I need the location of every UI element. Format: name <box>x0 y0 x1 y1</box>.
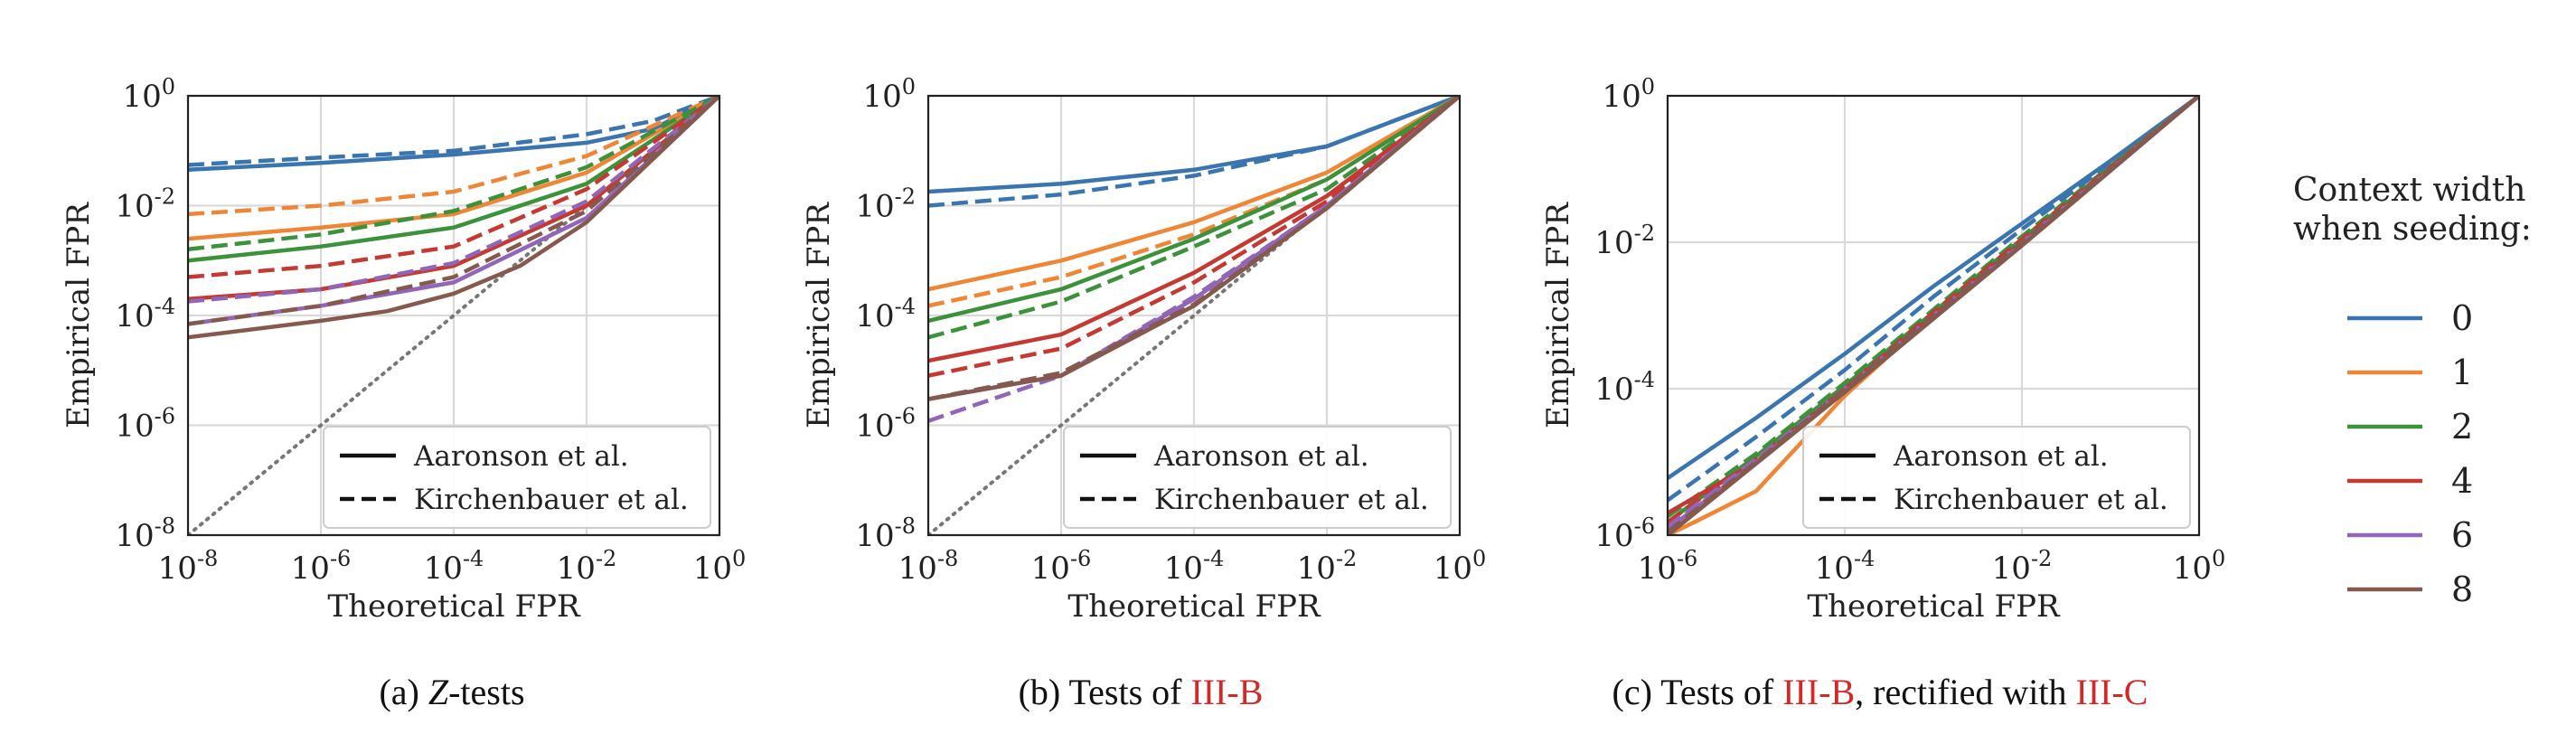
x-tick-label: 10-8 <box>898 546 959 587</box>
series-line-context-0-kirchenbauer <box>188 96 719 167</box>
y-tick-label: 100 <box>1602 74 1655 115</box>
x-axis-label: Theoretical FPR <box>1067 588 1321 625</box>
series-line-context-8-aaronson <box>188 96 719 340</box>
y-axis-label: Empirical FPR <box>1540 202 1576 428</box>
series-line-context-4-aaronson <box>928 96 1460 363</box>
y-tick-label: 10-8 <box>115 513 175 554</box>
series-line-context-8-kirchenbauer <box>1668 96 2199 534</box>
y-axis-label: Empirical FPR <box>61 202 97 428</box>
legend-solid-label: Aaronson et al. <box>413 440 629 473</box>
series-line-context-0-aaronson <box>1668 96 2199 480</box>
legend-solid-label: Aaronson et al. <box>1153 440 1369 473</box>
series-line-context-2-aaronson <box>928 96 1460 324</box>
x-tick-label: 10-4 <box>1815 546 1876 587</box>
y-tick-label: 10-4 <box>1594 367 1655 408</box>
series-line-context-1-kirchenbauer <box>188 96 719 217</box>
style-legend-box <box>1063 426 1452 529</box>
x-axis-label: Theoretical FPR <box>1807 588 2061 625</box>
y-tick-label: 10-8 <box>855 513 916 554</box>
series-line-context-2-kirchenbauer <box>928 96 1460 340</box>
y-tick-label: 10-6 <box>115 404 175 445</box>
y-axis-label: Empirical FPR <box>801 202 837 428</box>
y-tick-label: 10-2 <box>1594 221 1655 261</box>
series-line-context-8-aaronson <box>1668 96 2199 535</box>
x-tick-label: 10-6 <box>1638 546 1698 587</box>
series-line-context-0-kirchenbauer <box>928 96 1460 208</box>
caption-b: (b) Tests of III-B <box>1018 672 1264 712</box>
legend-solid-label: Aaronson et al. <box>1893 440 2109 473</box>
chart-1: 10-8 10-6 10-4 10-2 100 10-8 10-6 10-4 10-2 100 Th… <box>61 74 746 625</box>
y-tick-label: 100 <box>122 74 175 115</box>
x-tick-label: 10-2 <box>1992 546 2053 587</box>
x-tick-label: 100 <box>1434 546 1487 587</box>
y-tick-label: 10-2 <box>115 184 175 225</box>
x-tick-label: 10-6 <box>1031 546 1092 587</box>
legend-dashed-label: Kirchenbauer et al. <box>1894 484 2168 516</box>
plot-frame <box>1666 94 2201 537</box>
legend-label-context-0: 0 <box>2451 298 2473 338</box>
series-line-context-4-kirchenbauer <box>928 96 1460 378</box>
series-line-context-6-aaronson <box>188 96 719 326</box>
series-line-context-1-aaronson <box>928 96 1460 292</box>
style-legend-box <box>323 426 711 529</box>
series-line-context-1-aaronson <box>188 96 719 241</box>
caption-a: (a) Z-tests <box>379 672 525 712</box>
style-legend: Aaronson et al. Kirchenbauer et al. <box>1063 426 1452 529</box>
x-tick-label: 10-4 <box>424 546 484 587</box>
series-line-context-4-kirchenbauer <box>188 96 719 279</box>
x-tick-label: 100 <box>693 546 747 587</box>
y-tick-label: 10-6 <box>1594 513 1655 554</box>
x-tick-label: 10-2 <box>1297 546 1358 587</box>
caption-c-ref2: III-C <box>2075 672 2148 712</box>
x-tick-label: 10-2 <box>557 546 617 587</box>
series-line-context-2-kirchenbauer <box>188 96 719 252</box>
series-line-context-8-kirchenbauer <box>928 96 1460 401</box>
y-tick-label: 100 <box>862 74 916 115</box>
legend-dashed-label: Kirchenbauer et al. <box>414 484 689 516</box>
series-line-context-6-kirchenbauer <box>188 96 719 304</box>
x-axis-label: Theoretical FPR <box>327 588 581 625</box>
series-line-context-6-kirchenbauer <box>928 96 1460 423</box>
x-tick-label: 10-8 <box>158 546 219 587</box>
x-tick-label: 10-6 <box>291 546 352 587</box>
chart-2: 10-8 10-6 10-4 10-2 100 10-8 10-6 10-4 10-2 100 Th… <box>801 74 1486 625</box>
series-line-context-2-aaronson <box>188 96 719 263</box>
series-line-context-0-kirchenbauer <box>1668 96 2199 503</box>
legend-label-context-6: 6 <box>2451 515 2473 555</box>
caption-c-ref1: III-B <box>1782 672 1856 712</box>
caption-b-ref: III-B <box>1190 672 1264 712</box>
y-tick-label: 10-2 <box>855 184 916 225</box>
plot-frame <box>186 94 721 537</box>
legend-label-context-2: 2 <box>2451 407 2473 447</box>
legend-label-context-8: 8 <box>2451 569 2473 609</box>
legend-title-line1: Context width <box>2293 172 2525 209</box>
y-tick-label: 10-6 <box>855 404 916 445</box>
legend-label-context-4: 4 <box>2451 461 2473 501</box>
y-tick-label: 10-4 <box>855 294 916 334</box>
caption-c: (c) Tests of III-B, rectified with III-C <box>1612 672 2148 712</box>
series-line-context-4-aaronson <box>188 96 719 301</box>
series-line-context-8-kirchenbauer <box>188 96 719 326</box>
chart-3: 10-6 10-4 10-2 100 10-6 10-4 10-2 100 Theoretica… <box>1540 74 2225 625</box>
diagonal-reference-line <box>188 96 719 535</box>
legend-dashed-label: Kirchenbauer et al. <box>1154 484 1429 516</box>
diagonal-reference-line <box>928 96 1460 535</box>
legend-label-context-1: 1 <box>2451 353 2473 392</box>
legend-title-line2: when seeding: <box>2293 211 2532 248</box>
x-tick-label: 10-4 <box>1164 546 1225 587</box>
plot-frame <box>926 94 1462 537</box>
x-tick-label: 100 <box>2173 546 2226 587</box>
style-legend: Aaronson et al. Kirchenbauer et al. <box>323 426 711 529</box>
style-legend-box <box>1802 426 2191 529</box>
style-legend: Aaronson et al. Kirchenbauer et al. <box>1802 426 2191 529</box>
y-tick-label: 10-4 <box>115 294 175 334</box>
